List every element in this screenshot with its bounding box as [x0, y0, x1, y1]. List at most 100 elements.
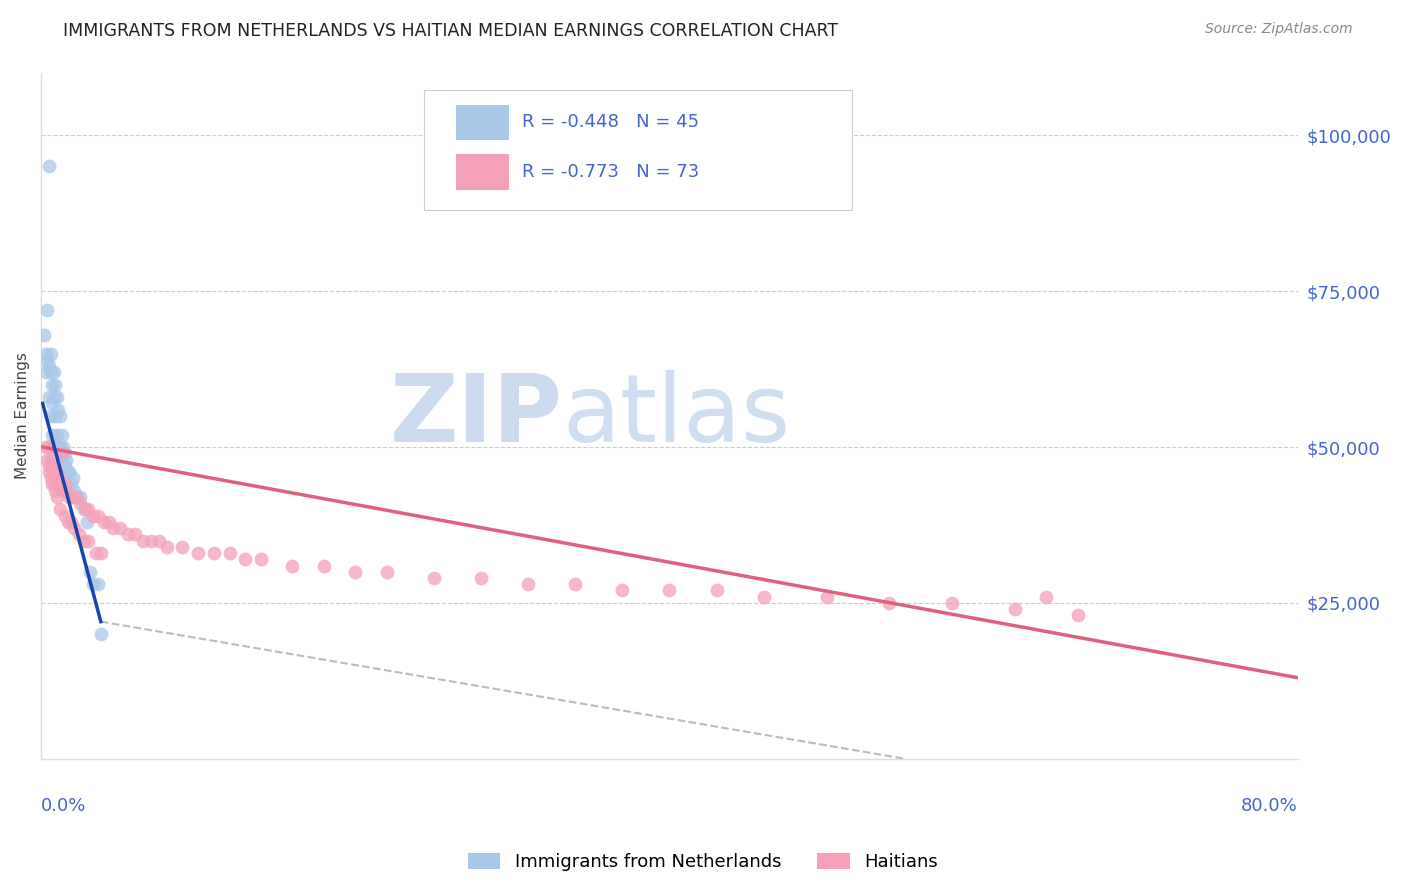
Point — [75, 502, 97, 516]
Text: atlas: atlas — [562, 370, 792, 462]
Point — [39, 346, 62, 360]
Point — [38, 160, 60, 174]
Point — [48, 440, 70, 454]
Point — [58, 465, 80, 479]
Point — [45, 465, 67, 479]
Point — [38, 359, 60, 373]
Point — [423, 571, 446, 585]
FancyBboxPatch shape — [456, 154, 509, 190]
Point — [86, 508, 108, 523]
Point — [37, 302, 59, 317]
Text: R = -0.773   N = 73: R = -0.773 N = 73 — [523, 163, 700, 181]
Point — [156, 540, 179, 554]
Point — [49, 502, 72, 516]
Point — [41, 377, 63, 392]
Point — [35, 440, 58, 454]
Point — [132, 533, 155, 548]
Point — [82, 577, 104, 591]
Point — [38, 390, 60, 404]
Point — [41, 458, 63, 473]
Point — [76, 515, 98, 529]
Point — [63, 521, 86, 535]
Point — [79, 565, 101, 579]
Text: IMMIGRANTS FROM NETHERLANDS VS HAITIAN MEDIAN EARNINGS CORRELATION CHART: IMMIGRANTS FROM NETHERLANDS VS HAITIAN M… — [63, 22, 838, 40]
Point — [44, 377, 66, 392]
Point — [124, 527, 146, 541]
Point — [37, 452, 59, 467]
Point — [879, 596, 901, 610]
Point — [41, 427, 63, 442]
Point — [42, 365, 65, 379]
Point — [32, 327, 55, 342]
Point — [39, 365, 62, 379]
Point — [312, 558, 335, 573]
Point — [35, 365, 58, 379]
Point — [281, 558, 304, 573]
Text: Source: ZipAtlas.com: Source: ZipAtlas.com — [1205, 22, 1353, 37]
Point — [45, 390, 67, 404]
Point — [90, 546, 112, 560]
Point — [53, 458, 76, 473]
Point — [69, 496, 91, 510]
Point — [52, 483, 75, 498]
Point — [35, 346, 58, 360]
Point — [51, 446, 73, 460]
Point — [148, 533, 170, 548]
Point — [658, 583, 681, 598]
Point — [45, 427, 67, 442]
Point — [344, 565, 367, 579]
Point — [117, 527, 139, 541]
Point — [93, 515, 115, 529]
Point — [51, 452, 73, 467]
Point — [59, 477, 82, 491]
Text: 80.0%: 80.0% — [1241, 797, 1298, 814]
Point — [62, 471, 84, 485]
Point — [172, 540, 194, 554]
Point — [706, 583, 728, 598]
Point — [53, 477, 76, 491]
FancyBboxPatch shape — [456, 104, 509, 140]
Point — [39, 409, 62, 423]
Point — [1004, 602, 1026, 616]
Point — [564, 577, 586, 591]
Point — [63, 483, 86, 498]
Point — [250, 552, 273, 566]
Point — [233, 552, 256, 566]
Point — [72, 502, 94, 516]
Point — [59, 515, 82, 529]
Point — [55, 483, 77, 498]
Point — [108, 521, 131, 535]
Point — [48, 471, 70, 485]
Point — [41, 477, 63, 491]
Text: R = -0.448   N = 45: R = -0.448 N = 45 — [523, 113, 700, 131]
Point — [202, 546, 225, 560]
Point — [139, 533, 162, 548]
Point — [38, 465, 60, 479]
Point — [44, 409, 66, 423]
Point — [375, 565, 398, 579]
Point — [1035, 590, 1057, 604]
Point — [38, 458, 60, 473]
Point — [37, 352, 59, 367]
Point — [752, 590, 775, 604]
Point — [44, 471, 66, 485]
Point — [49, 440, 72, 454]
Point — [103, 521, 125, 535]
FancyBboxPatch shape — [425, 90, 852, 211]
Point — [62, 490, 84, 504]
Point — [77, 502, 100, 516]
Point — [39, 471, 62, 485]
Point — [49, 409, 72, 423]
Point — [517, 577, 540, 591]
Point — [42, 390, 65, 404]
Legend: Immigrants from Netherlands, Haitians: Immigrants from Netherlands, Haitians — [461, 846, 945, 879]
Point — [55, 452, 77, 467]
Point — [218, 546, 240, 560]
Point — [44, 483, 66, 498]
Point — [90, 627, 112, 641]
Point — [84, 546, 107, 560]
Point — [53, 508, 76, 523]
Point — [42, 440, 65, 454]
Text: ZIP: ZIP — [389, 370, 562, 462]
Point — [187, 546, 209, 560]
